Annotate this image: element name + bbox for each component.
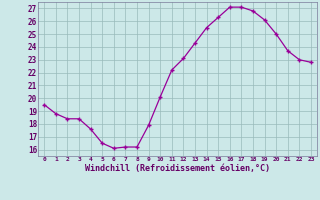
X-axis label: Windchill (Refroidissement éolien,°C): Windchill (Refroidissement éolien,°C)	[85, 164, 270, 173]
